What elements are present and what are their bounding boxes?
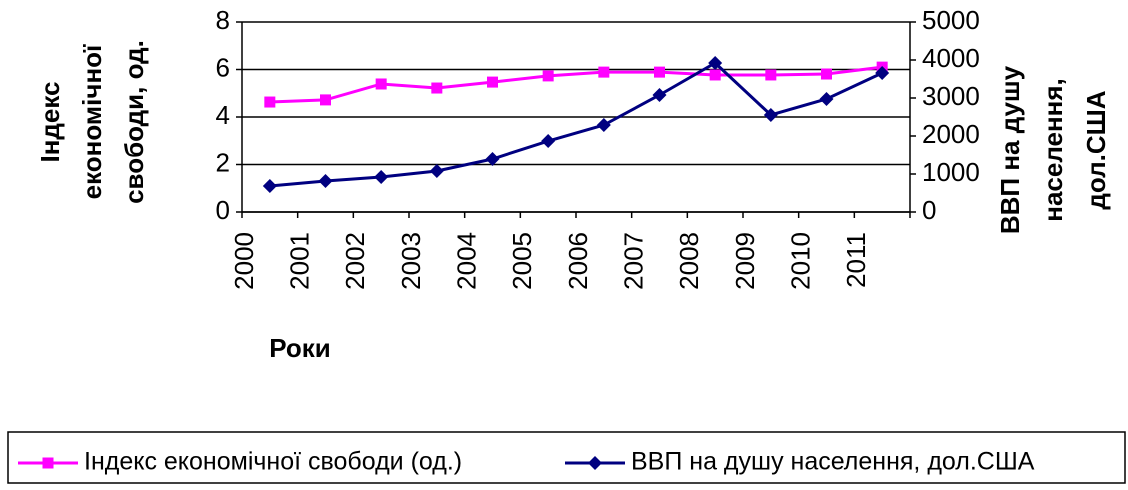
y-axis-title: свободи, од. [119, 40, 149, 204]
y-axis-title: економічної [77, 44, 107, 199]
y2-axis-title: населення, [1038, 78, 1068, 222]
point [763, 107, 778, 122]
y-tick-label: 2 [216, 147, 230, 177]
point [431, 82, 443, 94]
y-tick-label: 6 [216, 52, 230, 82]
point [318, 173, 333, 188]
legend-marker [42, 457, 54, 469]
x-tick-label: 2000 [229, 232, 259, 290]
y2-tick-label: 3000 [922, 81, 980, 111]
point [875, 65, 890, 80]
y2-tick-label: 5000 [922, 5, 980, 35]
point [708, 56, 723, 71]
legend-label: Індекс економічної свободи (од.) [84, 448, 462, 476]
point [374, 170, 389, 185]
point [375, 78, 387, 90]
y-axis-title: Індекс [35, 81, 65, 162]
x-tick-label: 2011 [841, 232, 871, 288]
x-tick-label: 2007 [619, 232, 649, 290]
y-tick-label: 0 [216, 195, 230, 225]
point [320, 94, 331, 106]
point [487, 76, 498, 88]
point [264, 96, 276, 108]
series-line [269, 61, 883, 188]
y2-tick-label: 0 [922, 195, 936, 225]
point [821, 68, 832, 80]
point [819, 91, 834, 106]
y2-tick-label: 2000 [922, 119, 980, 149]
point [598, 66, 610, 78]
point [542, 70, 554, 82]
y2-tick-label: 4000 [922, 43, 980, 73]
x-tick-label: 2006 [563, 232, 593, 290]
x-tick-label: 2009 [730, 232, 760, 290]
point [541, 134, 556, 149]
y2-axis-title: ВВП на душу [995, 65, 1025, 234]
x-tick-label: 2005 [507, 232, 537, 290]
x-axis-title: Роки [269, 333, 331, 363]
legend-label: ВВП на душу населення, дол.США [631, 448, 1035, 476]
point [596, 118, 611, 133]
x-tick-label: 2002 [340, 232, 370, 290]
x-tick-label: 2003 [396, 232, 426, 290]
series-line [269, 65, 883, 104]
x-tick-label: 2004 [452, 232, 482, 290]
point [429, 163, 444, 178]
x-tick-label: 2001 [285, 232, 315, 290]
point [262, 179, 277, 194]
y2-axis-title: дол.США [1081, 90, 1111, 209]
x-tick-label: 2010 [786, 232, 816, 290]
point [654, 66, 665, 78]
x-tick-label: 2008 [674, 232, 704, 290]
legend-marker [588, 456, 602, 470]
y-tick-label: 8 [216, 5, 230, 35]
point [652, 87, 667, 102]
point [485, 151, 500, 166]
point [709, 69, 721, 81]
legend-box [7, 431, 1126, 484]
y2-tick-label: 1000 [922, 157, 980, 187]
y-tick-label: 4 [216, 100, 230, 130]
point [765, 69, 777, 81]
